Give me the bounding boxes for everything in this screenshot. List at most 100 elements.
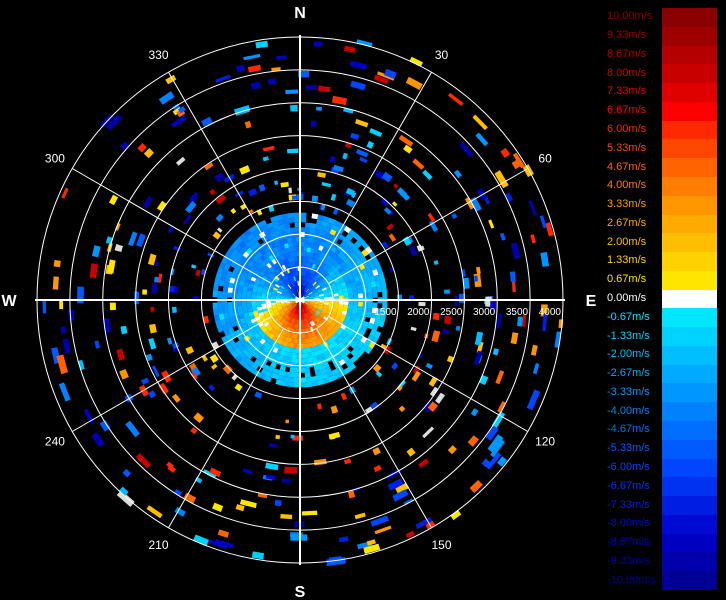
color-scale-label: 6.00m/s bbox=[607, 123, 647, 136]
velocity-cell bbox=[322, 335, 329, 342]
velocity-cell bbox=[367, 302, 373, 308]
velocity-cell bbox=[236, 293, 243, 298]
echo-cell bbox=[247, 64, 262, 73]
velocity-cell bbox=[271, 264, 278, 271]
echo-cell bbox=[509, 271, 516, 283]
velocity-cell bbox=[333, 317, 340, 323]
color-scale-label: -4.00m/s bbox=[607, 404, 650, 417]
velocity-cell bbox=[306, 317, 310, 323]
velocity-cell bbox=[367, 270, 375, 278]
velocity-cell bbox=[280, 302, 286, 305]
velocity-cell bbox=[332, 275, 338, 281]
velocity-cell bbox=[315, 285, 321, 290]
echo-cell bbox=[239, 165, 251, 175]
velocity-cell bbox=[322, 316, 329, 322]
echo-cell bbox=[318, 85, 331, 93]
velocity-cell bbox=[294, 280, 298, 286]
velocity-cell bbox=[307, 305, 312, 310]
velocity-cell bbox=[302, 275, 306, 282]
velocity-cell bbox=[316, 286, 322, 291]
velocity-cell bbox=[305, 312, 310, 318]
velocity-cell bbox=[295, 358, 300, 364]
velocity-cell bbox=[305, 222, 312, 228]
velocity-cell bbox=[262, 275, 268, 281]
color-scale-label: -3.33m/s bbox=[607, 385, 650, 398]
velocity-cell bbox=[317, 272, 322, 278]
echo-cell bbox=[106, 114, 123, 131]
echo-cell bbox=[236, 64, 246, 73]
velocity-cell bbox=[283, 313, 288, 319]
velocity-cell bbox=[311, 280, 316, 286]
echo-cell bbox=[355, 118, 369, 128]
velocity-cell bbox=[273, 225, 281, 232]
velocity-cell bbox=[288, 290, 293, 295]
velocity-cell bbox=[307, 242, 313, 248]
echo-cell bbox=[247, 188, 258, 197]
range-tick-label: 3000 bbox=[473, 307, 496, 318]
velocity-cell bbox=[331, 310, 337, 315]
velocity-cell bbox=[230, 320, 237, 328]
velocity-cell bbox=[294, 333, 298, 339]
velocity-cell bbox=[351, 309, 358, 315]
echo-cell bbox=[467, 435, 479, 447]
velocity-cell bbox=[357, 293, 364, 299]
velocity-cell bbox=[294, 217, 301, 223]
echo-cell bbox=[422, 426, 435, 439]
echo-cell bbox=[234, 190, 244, 198]
velocity-cell bbox=[309, 227, 316, 234]
velocity-cell bbox=[267, 275, 274, 281]
velocity-cell bbox=[292, 292, 297, 297]
velocity-cell bbox=[266, 262, 273, 269]
velocity-cell bbox=[307, 317, 312, 323]
velocity-cell bbox=[313, 345, 319, 352]
velocity-cell bbox=[293, 303, 298, 308]
velocity-cell bbox=[275, 268, 281, 274]
color-scale-swatch bbox=[662, 533, 717, 553]
echo-cell bbox=[151, 283, 158, 294]
velocity-cell bbox=[370, 312, 377, 320]
velocity-cell bbox=[294, 291, 298, 297]
velocity-cell bbox=[310, 286, 316, 292]
velocity-cell bbox=[283, 289, 288, 293]
velocity-cell bbox=[290, 300, 296, 303]
velocity-cell bbox=[361, 249, 369, 257]
color-scale-label: 7.33m/s bbox=[607, 85, 647, 98]
velocity-cell bbox=[292, 293, 297, 298]
velocity-cell bbox=[326, 371, 334, 378]
velocity-cell bbox=[334, 338, 341, 345]
velocity-cell bbox=[283, 307, 288, 311]
velocity-cell bbox=[264, 375, 272, 383]
velocity-cell bbox=[301, 285, 304, 291]
velocity-cell bbox=[308, 292, 314, 296]
velocity-cell bbox=[288, 317, 293, 323]
echo-cell bbox=[432, 312, 440, 321]
velocity-cell bbox=[251, 273, 259, 279]
velocity-cell bbox=[288, 347, 294, 353]
velocity-cell bbox=[289, 289, 294, 294]
velocity-cell bbox=[343, 294, 349, 299]
velocity-cell bbox=[288, 311, 293, 317]
velocity-cell bbox=[302, 292, 307, 297]
velocity-cell bbox=[296, 290, 299, 296]
echo-cell bbox=[492, 348, 499, 356]
echo-cell bbox=[354, 512, 366, 520]
echo-cell bbox=[511, 159, 521, 170]
velocity-cell bbox=[323, 322, 329, 329]
velocity-cell bbox=[289, 251, 295, 258]
echo-cell bbox=[274, 499, 282, 507]
velocity-cell bbox=[262, 258, 269, 266]
velocity-cell bbox=[253, 281, 260, 287]
velocity-cell bbox=[345, 279, 351, 286]
velocity-cell bbox=[365, 265, 373, 274]
velocity-cell bbox=[319, 297, 325, 300]
velocity-cell bbox=[306, 247, 312, 253]
velocity-cell bbox=[332, 308, 338, 313]
color-scale-swatch bbox=[662, 421, 717, 441]
echo-cell bbox=[330, 405, 339, 414]
velocity-cell bbox=[294, 313, 297, 320]
echo-cell bbox=[328, 431, 341, 440]
velocity-cell bbox=[354, 276, 361, 283]
velocity-cell bbox=[287, 316, 291, 322]
velocity-cell bbox=[295, 314, 298, 320]
velocity-cell bbox=[304, 294, 309, 298]
